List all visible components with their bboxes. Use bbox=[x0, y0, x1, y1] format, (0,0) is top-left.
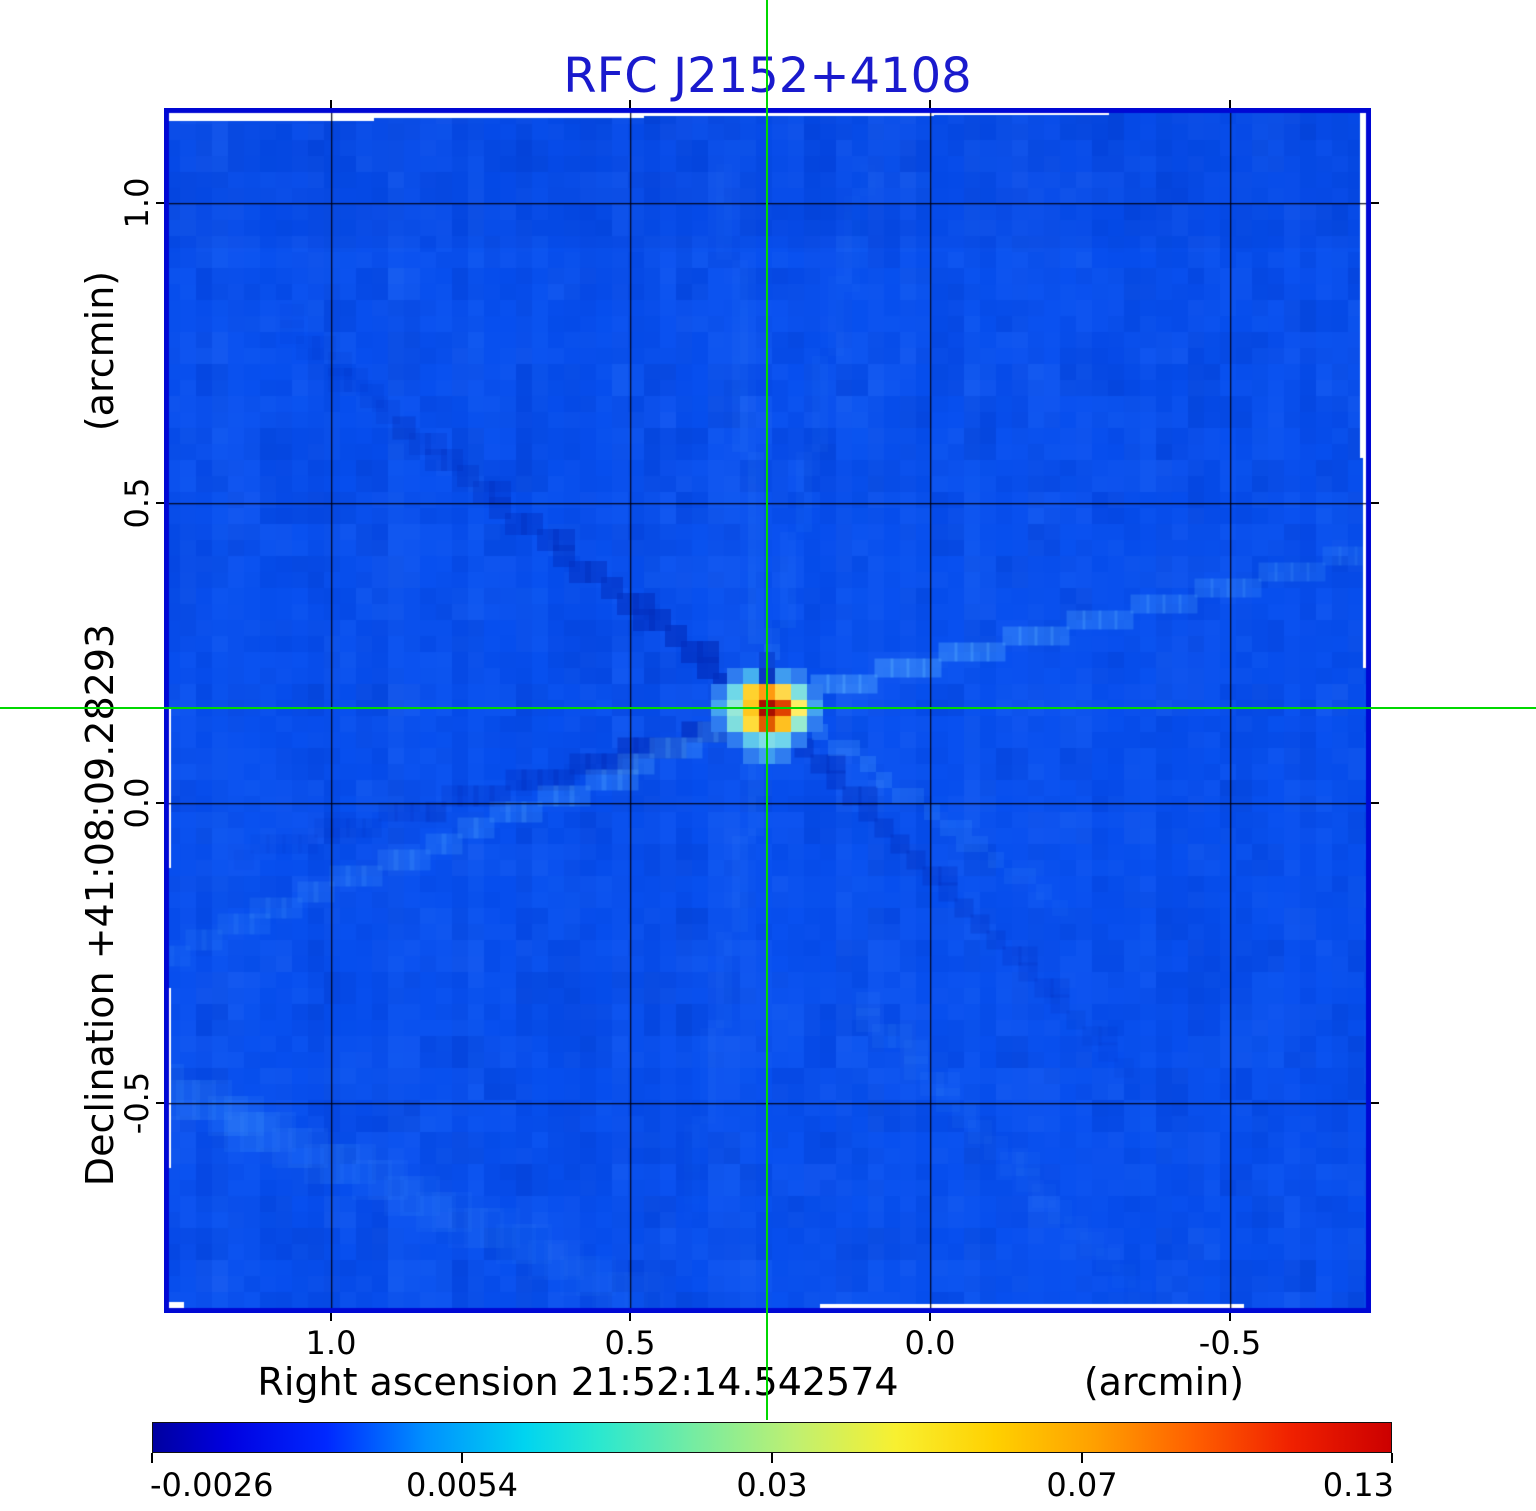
axis-tick-mark bbox=[929, 1313, 931, 1321]
axis-tick-mark bbox=[629, 100, 631, 108]
axis-tick-mark bbox=[330, 100, 332, 108]
axis-tick-mark bbox=[156, 1102, 164, 1104]
axis-tick-mark bbox=[1371, 502, 1379, 504]
axis-tick-mark bbox=[1371, 1102, 1379, 1104]
axis-tick-mark bbox=[1229, 1313, 1231, 1321]
y-axis-label: Declination +41:08:09.28293 bbox=[78, 623, 122, 1187]
y-tick-label: 0.5 bbox=[118, 477, 156, 529]
colorbar-tick-mark bbox=[151, 1453, 153, 1463]
x-axis-label: Right ascension 21:52:14.542574 bbox=[257, 1360, 899, 1404]
colorbar-tick-label: 0.07 bbox=[1046, 1466, 1118, 1504]
axis-tick-mark bbox=[1371, 802, 1379, 804]
x-tick-label: 1.0 bbox=[305, 1324, 357, 1362]
axis-tick-mark bbox=[1229, 100, 1231, 108]
x-tick-label: 0.5 bbox=[604, 1324, 656, 1362]
colorbar-tick-label: 0.13 bbox=[1322, 1466, 1394, 1504]
axis-tick-mark bbox=[929, 100, 931, 108]
y-axis-unit-label: (arcmin) bbox=[78, 270, 122, 432]
colorbar-tick-mark bbox=[461, 1453, 463, 1463]
axis-tick-mark bbox=[629, 1313, 631, 1321]
sky-map-image bbox=[164, 108, 1371, 1313]
plot-title: RFC J2152+4108 bbox=[563, 48, 972, 104]
axis-tick-mark bbox=[1371, 202, 1379, 204]
colorbar-gradient bbox=[152, 1422, 1392, 1453]
colorbar-tick-label: 0.03 bbox=[736, 1466, 808, 1504]
colorbar-tick-mark bbox=[1391, 1453, 1393, 1463]
x-tick-label: 0.0 bbox=[904, 1324, 956, 1362]
x-tick-label: -0.5 bbox=[1198, 1324, 1262, 1362]
axis-tick-mark bbox=[330, 1313, 332, 1321]
y-tick-label: -0.5 bbox=[118, 1071, 156, 1135]
axis-tick-mark bbox=[156, 202, 164, 204]
y-tick-label: 0.0 bbox=[118, 777, 156, 829]
colorbar-tick-label: 0.0054 bbox=[406, 1466, 518, 1504]
colorbar-tick-mark bbox=[771, 1453, 773, 1463]
colorbar-tick-mark bbox=[1081, 1453, 1083, 1463]
axis-tick-mark bbox=[156, 502, 164, 504]
colorbar-tick-label: -0.0026 bbox=[150, 1466, 274, 1504]
y-tick-label: 1.0 bbox=[118, 177, 156, 229]
x-axis-unit-label: (arcmin) bbox=[1083, 1360, 1245, 1404]
axis-tick-mark bbox=[156, 802, 164, 804]
